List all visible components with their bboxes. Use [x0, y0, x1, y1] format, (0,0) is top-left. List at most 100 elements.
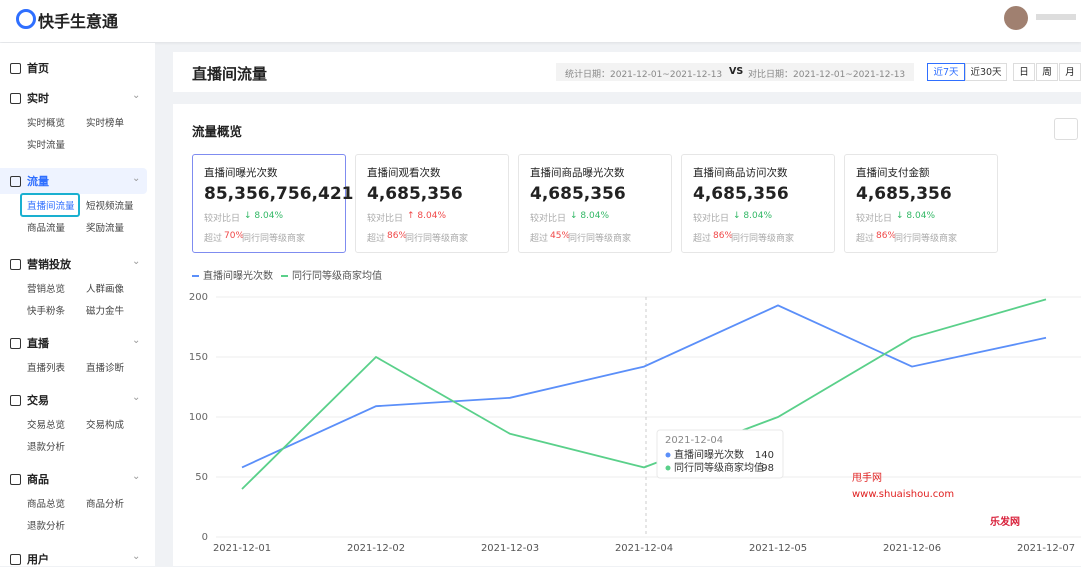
- foot-pct: 70%: [224, 231, 245, 241]
- nav-item[interactable]: 实时流量: [27, 140, 66, 151]
- logo-icon: [16, 9, 36, 29]
- tooltip-date: 2021-12-04: [665, 435, 723, 446]
- nav-item[interactable]: 实时概览: [27, 118, 66, 129]
- active-item-box: [20, 193, 80, 217]
- x-tick-label: 2021-12-07: [1017, 543, 1075, 554]
- nav-item[interactable]: 直播诊断: [86, 363, 125, 374]
- legend-label: 同行同等级商家均值: [292, 269, 382, 282]
- top-bar: [0, 0, 1081, 42]
- nav-group[interactable]: 实时: [27, 92, 49, 105]
- foot-suffix: 同行同等级商家: [405, 234, 469, 244]
- nav-group[interactable]: 交易: [27, 394, 49, 407]
- x-tick-label: 2021-12-06: [883, 543, 941, 554]
- compare-label: 较对比日: [693, 214, 730, 224]
- nav-item[interactable]: 人群画像: [86, 284, 125, 295]
- compare-date: 对比日期：2021-12-01~2021-12-13: [748, 70, 906, 80]
- nav-item[interactable]: 退款分析: [27, 442, 66, 453]
- metric-card[interactable]: [681, 154, 835, 253]
- foot-prefix: 超过: [204, 234, 223, 244]
- nav-item[interactable]: 直播间流量: [27, 201, 75, 212]
- card-value: 4,685,356: [693, 184, 789, 204]
- nav-group[interactable]: 直播: [27, 337, 49, 350]
- x-tick-label: 2021-12-04: [615, 543, 673, 554]
- change: ↓ 8.04%: [570, 211, 609, 221]
- nav-item[interactable]: 直播列表: [27, 363, 66, 374]
- nav-item[interactable]: 短视频流量: [86, 201, 134, 212]
- range-button[interactable]: 近7天: [927, 63, 965, 81]
- nav-item[interactable]: 商品总览: [27, 499, 66, 510]
- avatar[interactable]: [1004, 6, 1028, 30]
- compare-label: 较对比日: [204, 214, 241, 224]
- watermark-logo: 乐发网: [990, 515, 1020, 528]
- nav-group[interactable]: 营销投放: [27, 258, 71, 271]
- range-button[interactable]: 近30天: [965, 63, 1007, 81]
- foot-suffix: 同行同等级商家: [242, 234, 306, 244]
- stat-date: 统计日期：2021-12-01~2021-12-13: [565, 70, 723, 80]
- metric-card[interactable]: [192, 154, 346, 253]
- change: ↓ 8.04%: [733, 211, 772, 221]
- nav-icon: [10, 63, 21, 74]
- foot-suffix: 同行同等级商家: [731, 234, 795, 244]
- watermark-name: 甩手网: [852, 471, 882, 484]
- compare-label: 较对比日: [367, 214, 404, 224]
- x-tick-label: 2021-12-05: [749, 543, 807, 554]
- tooltip-value: 98: [761, 463, 774, 474]
- download-button[interactable]: [1054, 118, 1078, 140]
- nav-item[interactable]: 交易构成: [86, 420, 125, 431]
- change: ↓ 8.04%: [244, 211, 283, 221]
- nav-icon: [10, 554, 21, 565]
- card-value: 4,685,356: [367, 184, 463, 204]
- chevron: ⌄: [132, 173, 141, 184]
- tooltip: [656, 429, 784, 479]
- chevron: ⌄: [132, 90, 141, 101]
- nav-item[interactable]: 营销总览: [27, 284, 66, 295]
- card-title: 直播间曝光次数: [204, 167, 278, 179]
- nav-item[interactable]: 实时榜单: [86, 118, 125, 129]
- foot-prefix: 超过: [367, 234, 386, 244]
- x-tick-label: 2021-12-01: [213, 543, 271, 554]
- logo: 快手生意通: [38, 12, 119, 31]
- foot-suffix: 同行同等级商家: [894, 234, 958, 244]
- nav-item[interactable]: 商品分析: [86, 499, 125, 510]
- period-button[interactable]: 日: [1013, 63, 1035, 81]
- foot-pct: 86%: [387, 231, 408, 241]
- nav-icon: [10, 176, 21, 187]
- metric-card[interactable]: [844, 154, 998, 253]
- y-tick-label: 200: [189, 292, 208, 303]
- sidebar: [0, 43, 155, 566]
- nav-icon: [10, 338, 21, 349]
- card-title: 直播间支付金额: [856, 167, 930, 179]
- foot-suffix: 同行同等级商家: [568, 234, 632, 244]
- nav-item[interactable]: 奖励流量: [86, 223, 125, 234]
- main-panel: [173, 104, 1081, 566]
- chevron: ⌄: [132, 471, 141, 482]
- nav-group[interactable]: 首页: [27, 62, 49, 75]
- nav-item[interactable]: 交易总览: [27, 420, 66, 431]
- tooltip-name: 同行同等级商家均值: [674, 461, 764, 474]
- nav-group[interactable]: 商品: [27, 473, 49, 486]
- active-group-bg: [0, 168, 147, 194]
- nav-item[interactable]: 商品流量: [27, 223, 66, 234]
- watermark-url: www.shuaishou.com: [852, 489, 954, 500]
- nav-group[interactable]: 流量: [27, 175, 49, 188]
- change: ↑ 8.04%: [407, 211, 446, 221]
- card-title: 直播间商品访问次数: [693, 167, 788, 179]
- nav-group[interactable]: 用户: [27, 553, 49, 566]
- metric-card[interactable]: [355, 154, 509, 253]
- nav-icon: [10, 474, 21, 485]
- series-line: [241, 304, 1047, 469]
- nav-item[interactable]: 快手粉条: [27, 306, 66, 317]
- card-value: 4,685,356: [856, 184, 952, 204]
- card-value: 4,685,356: [530, 184, 626, 204]
- user-info: [1036, 14, 1076, 20]
- nav-item[interactable]: 退款分析: [27, 521, 66, 532]
- change: ↓ 8.04%: [896, 211, 935, 221]
- nav-item[interactable]: 磁力金牛: [86, 306, 125, 317]
- metric-card[interactable]: [518, 154, 672, 253]
- nav-icon: [10, 259, 21, 270]
- foot-pct: 86%: [876, 231, 897, 241]
- period-button[interactable]: 周: [1036, 63, 1058, 81]
- foot-prefix: 超过: [693, 234, 712, 244]
